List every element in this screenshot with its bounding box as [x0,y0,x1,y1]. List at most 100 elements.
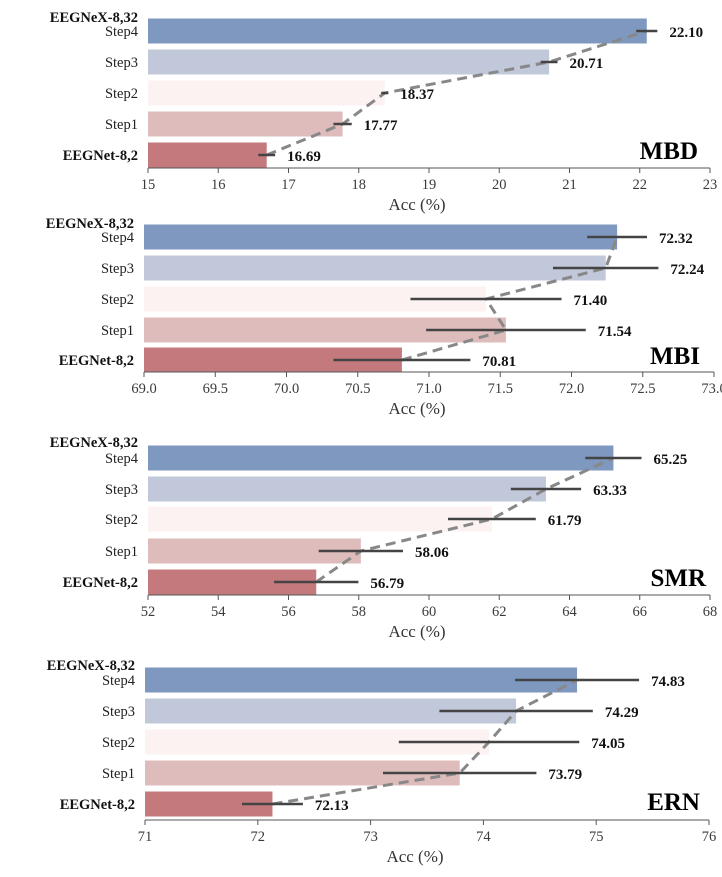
bar-step4 [145,667,578,693]
category-label: Step1 [102,766,135,782]
x-axis-label: Acc (%) [388,195,445,214]
value-label: 65.25 [654,452,688,468]
bar-step3 [148,476,546,502]
bar-step3 [148,49,550,75]
value-label: 18.37 [400,87,434,103]
x-tick-label: 69.0 [131,381,156,397]
category-label: Step3 [102,704,135,720]
panel-title: MBI [650,343,700,370]
x-tick-label: 17 [281,177,296,193]
x-tick-label: 66 [633,604,648,620]
category-label: EEGNet-8,2 [63,575,138,591]
x-tick-label: 19 [422,177,437,193]
value-label: 72.32 [659,231,693,247]
panel-mbi: EEGNet-8,2 Step1 Step2 Step3 Step4 70.81 71.54… [46,216,722,418]
category-label: Step2 [105,86,138,102]
panel-smr: EEGNet-8,2 Step1 Step2 Step3 Step4 56.79 58.06… [50,435,717,641]
category-label: Step2 [102,735,135,751]
category-label: Step3 [105,55,138,71]
x-tick-label: 23 [703,177,718,193]
category-label: EEGNet-8,2 [59,353,134,369]
panel-mbd: EEGNet-8,2 Step1 Step2 Step3 Step4 16.69 17.77… [50,10,717,214]
x-tick-label: 71 [138,829,153,845]
category-label: Step4 [101,230,135,246]
category-label: Step4 [105,24,139,40]
x-tick-label: 72 [251,829,266,845]
category-label: Step2 [105,512,138,528]
bar-step2 [148,80,385,106]
category-label: Step4 [102,673,136,689]
x-tick-label: 70.0 [274,381,299,397]
panel-title: MBD [640,138,698,165]
x-tick-label: 60 [422,604,437,620]
value-label: 63.33 [593,483,627,499]
panel-ern: EEGNet-8,2 Step1 Step2 Step3 Step4 72.13 73.79… [47,658,716,866]
bar-step4 [144,224,618,250]
value-label: 73.79 [548,767,582,783]
value-label: 22.10 [669,25,703,41]
value-label: 58.06 [415,545,449,561]
x-tick-label: 52 [141,604,156,620]
value-label: 61.79 [548,513,582,529]
x-tick-label: 18 [352,177,367,193]
x-tick-label: 73.0 [701,381,722,397]
x-tick-label: 22 [633,177,648,193]
top-model-label: EEGNeX-8,32 [50,435,138,451]
x-tick-label: 75 [589,829,604,845]
category-label: Step1 [101,323,134,339]
x-tick-label: 58 [352,604,367,620]
x-tick-label: 64 [562,604,577,620]
bar-step1 [148,111,343,137]
x-tick-label: 62 [492,604,507,620]
bar-step4 [148,445,614,471]
value-label: 74.83 [651,674,685,690]
top-model-label: EEGNeX-8,32 [46,216,134,232]
category-label: Step4 [105,451,139,467]
value-label: 72.24 [670,262,704,278]
category-label: Step2 [101,292,134,308]
bar-eegnet-8-2 [148,142,267,168]
value-label: 74.29 [605,705,639,721]
bar-step2 [148,506,492,532]
category-label: EEGNet-8,2 [60,797,135,813]
x-tick-label: 76 [702,829,717,845]
x-tick-label: 20 [492,177,507,193]
category-label: Step1 [105,117,138,133]
x-tick-label: 70.5 [345,381,370,397]
x-tick-label: 71.5 [488,381,513,397]
value-label: 17.77 [364,118,398,134]
value-label: 71.40 [574,293,608,309]
category-label: EEGNet-8,2 [63,148,138,164]
x-tick-label: 21 [562,177,577,193]
value-label: 72.13 [315,798,349,814]
x-tick-label: 16 [211,177,226,193]
bar-step4 [148,18,647,44]
x-tick-label: 72.0 [559,381,584,397]
top-model-label: EEGNeX-8,32 [47,658,135,674]
x-tick-label: 72.5 [630,381,655,397]
x-tick-label: 68 [703,604,718,620]
value-label: 16.69 [287,149,321,165]
x-axis-label: Acc (%) [388,622,445,641]
x-tick-label: 15 [141,177,156,193]
x-tick-label: 74 [476,829,491,845]
value-label: 74.05 [591,736,625,752]
top-model-label: EEGNeX-8,32 [50,10,138,26]
panel-title: SMR [650,565,707,592]
value-label: 56.79 [370,576,404,592]
x-tick-label: 54 [211,604,226,620]
category-label: Step1 [105,544,138,560]
trend-line [315,456,615,584]
category-label: Step3 [101,261,134,277]
category-label: Step3 [105,482,138,498]
value-label: 20.71 [570,56,604,72]
bar-step3 [144,255,606,281]
x-tick-label: 73 [363,829,378,845]
x-tick-label: 56 [281,604,296,620]
x-axis-label: Acc (%) [386,847,443,866]
x-tick-label: 71.0 [416,381,441,397]
x-axis-label: Acc (%) [388,399,445,418]
x-tick-label: 69.5 [203,381,228,397]
value-label: 71.54 [598,324,632,340]
